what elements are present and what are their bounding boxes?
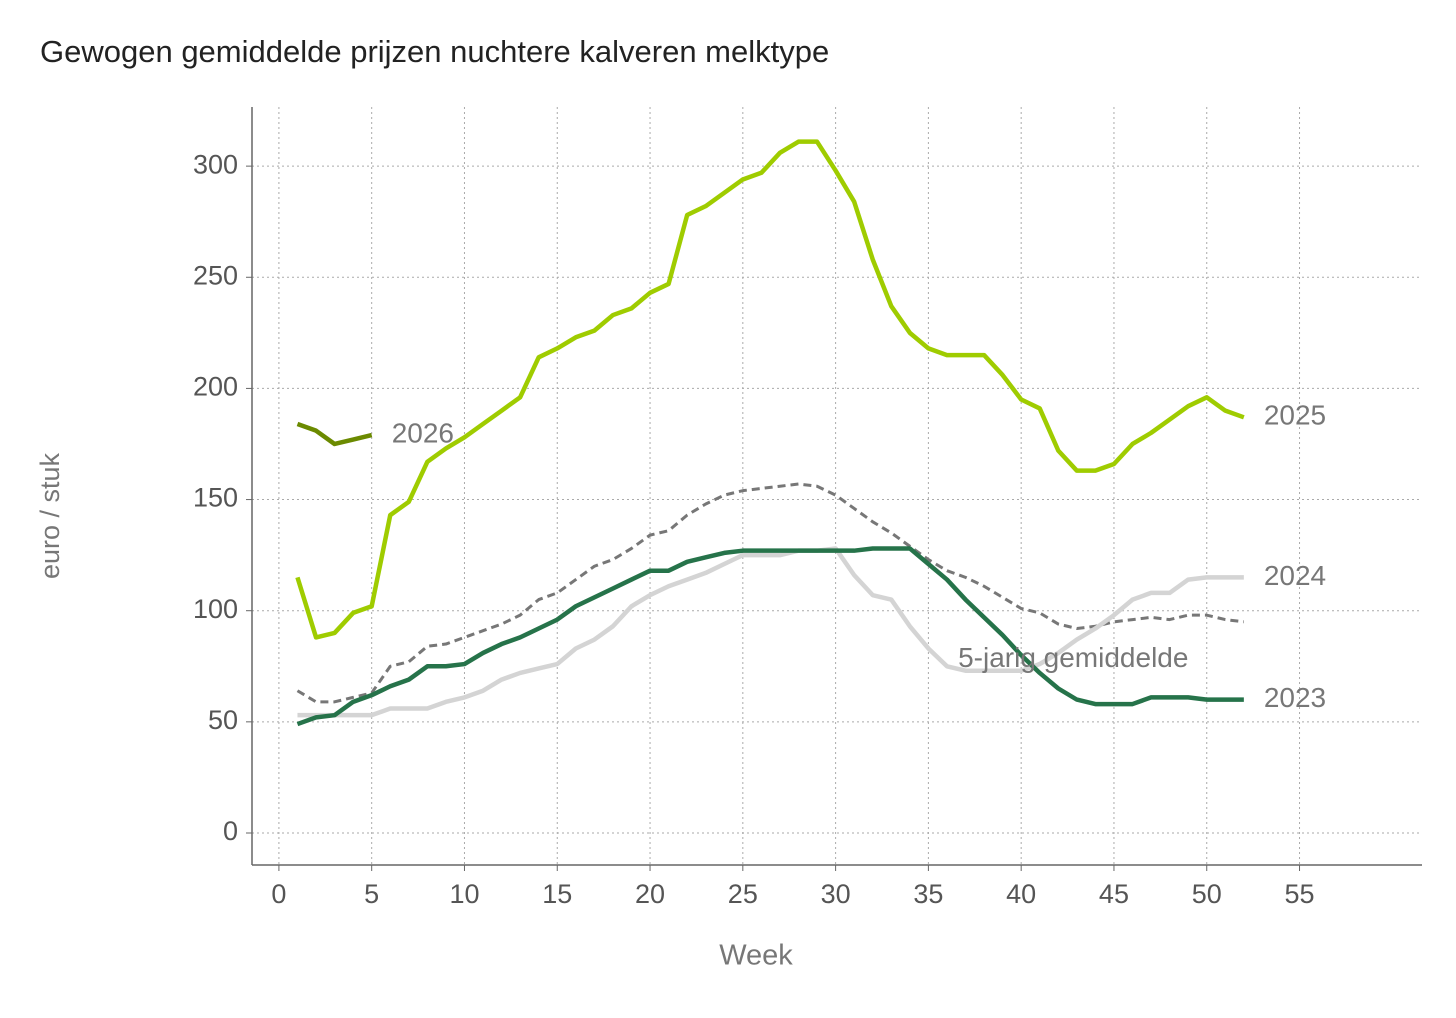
x-tick-label: 25 [728,879,758,909]
series-line [295,139,1245,640]
x-tick-label: 40 [1006,879,1036,909]
x-tick-label: 10 [449,879,479,909]
y-tick-label: 300 [193,149,238,179]
y-tick-label: 200 [193,372,238,402]
series-line [296,421,373,447]
series-label: 5-jarig gemiddelde [958,642,1188,673]
x-tick-label: 50 [1192,879,1222,909]
x-tick-label: 0 [271,879,286,909]
x-tick-label: 30 [821,879,851,909]
x-tick-label: 35 [913,879,943,909]
series-label: 2025 [1264,400,1326,431]
y-tick-label: 0 [223,816,238,846]
series-label: 2024 [1264,560,1326,591]
y-tick-label: 50 [208,705,238,735]
x-tick-label: 55 [1285,879,1315,909]
x-tick-label: 20 [635,879,665,909]
y-tick-label: 250 [193,260,238,290]
y-tick-label: 150 [193,483,238,513]
x-axis-title: Week [719,940,793,972]
y-axis-title: euro / stuk [35,452,65,579]
chart-title: Gewogen gemiddelde prijzen nuchtere kalv… [40,34,829,69]
x-tick-label: 45 [1099,879,1129,909]
x-tick-label: 15 [542,879,572,909]
series-label: 2026 [392,417,454,448]
series-label: 2023 [1264,682,1326,713]
y-tick-label: 100 [193,594,238,624]
series-line [296,482,1245,704]
x-tick-label: 5 [364,879,379,909]
series-line [297,546,1244,718]
series-line [296,546,1244,727]
